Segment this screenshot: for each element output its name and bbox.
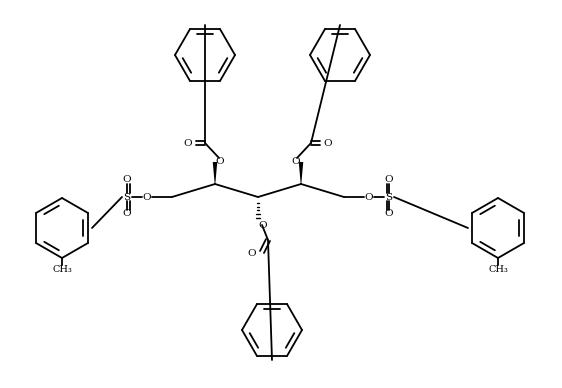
Text: O: O — [184, 139, 192, 147]
Text: S: S — [386, 192, 393, 201]
Polygon shape — [213, 162, 217, 184]
Text: O: O — [216, 156, 224, 166]
Text: O: O — [123, 175, 132, 185]
Text: CH₃: CH₃ — [52, 265, 72, 274]
Text: O: O — [292, 156, 300, 166]
Text: S: S — [124, 192, 130, 201]
Text: O: O — [324, 139, 332, 147]
Text: O: O — [365, 192, 373, 201]
Text: O: O — [384, 175, 393, 185]
Polygon shape — [299, 162, 303, 184]
Text: O: O — [384, 210, 393, 218]
Text: O: O — [259, 220, 268, 229]
Text: O: O — [123, 210, 132, 218]
Text: O: O — [248, 249, 256, 258]
Text: CH₃: CH₃ — [488, 265, 508, 274]
Text: O: O — [143, 192, 151, 201]
